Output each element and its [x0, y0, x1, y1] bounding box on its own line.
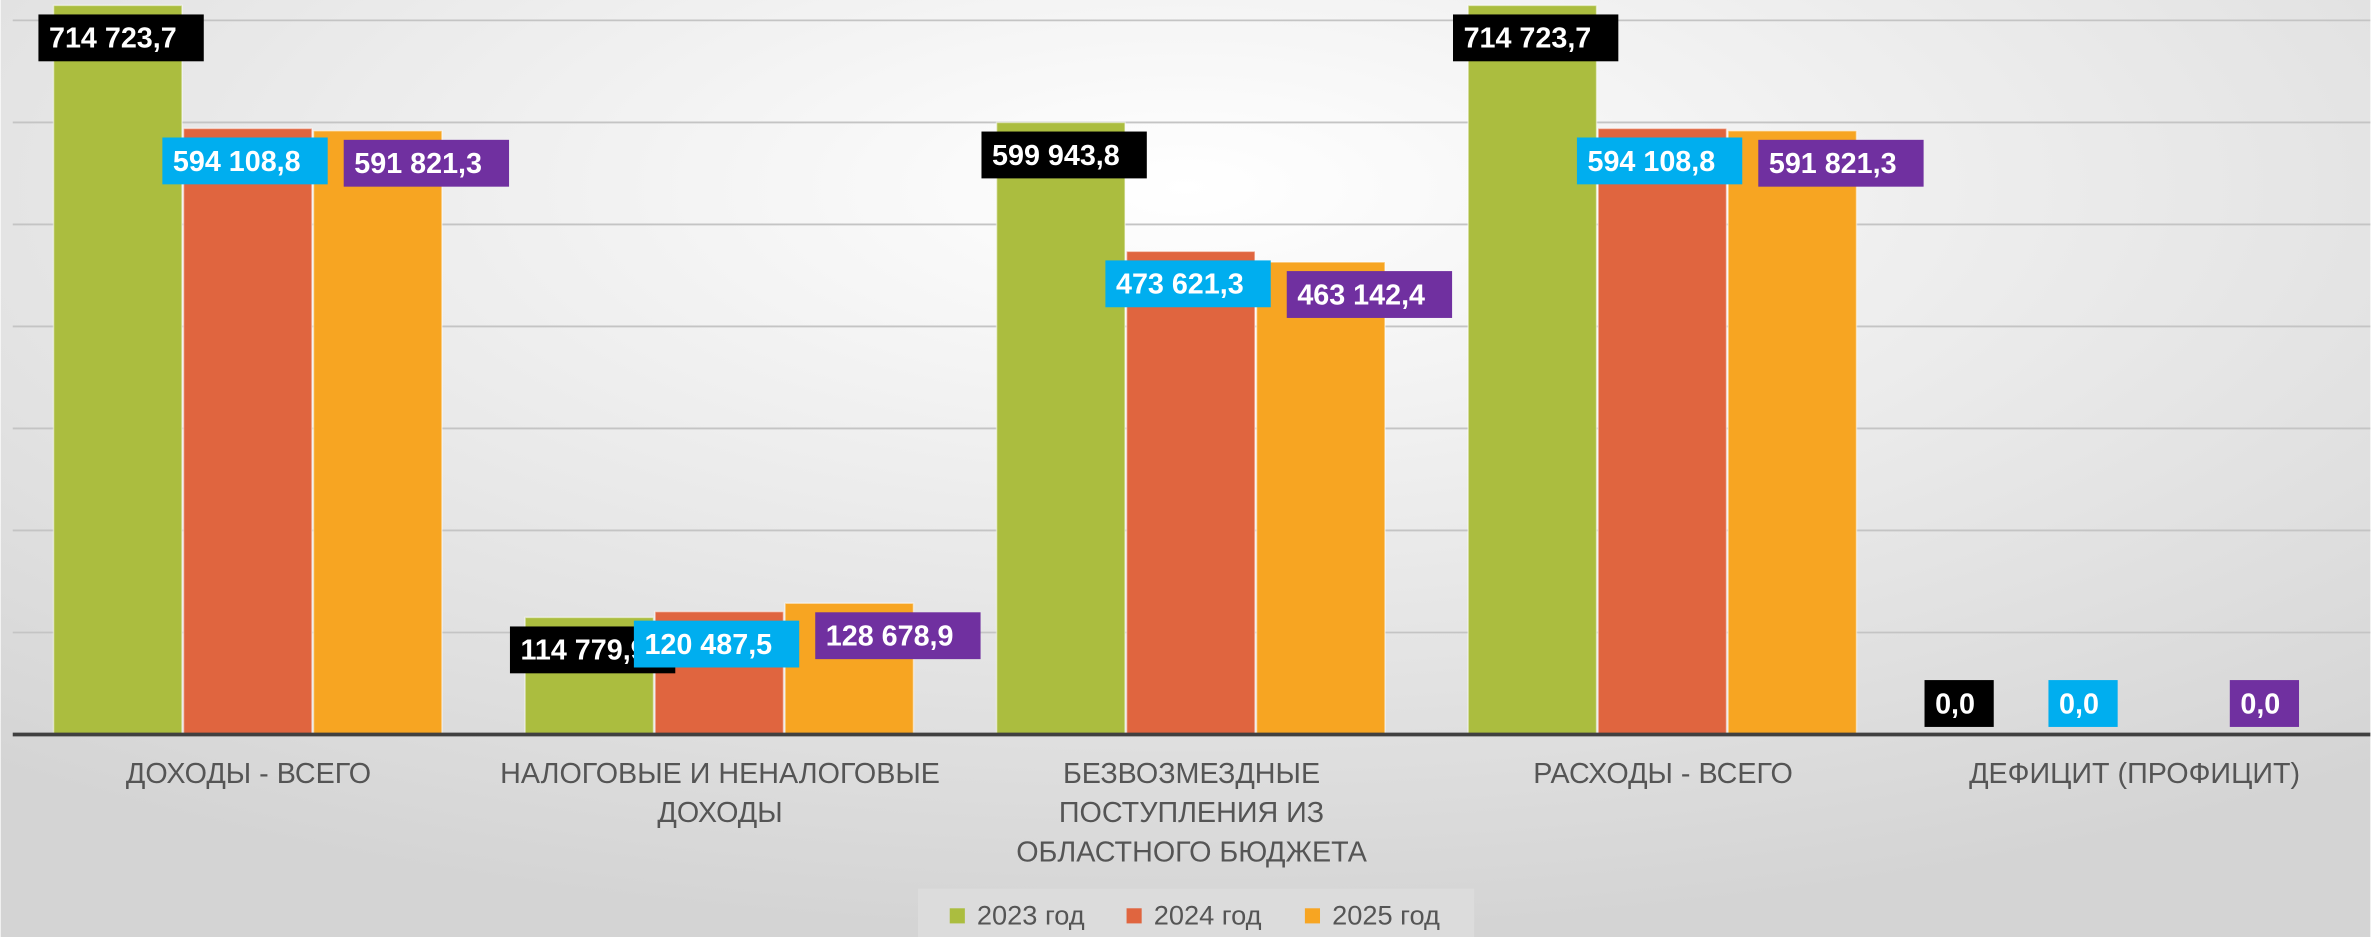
bar: [1467, 4, 1598, 736]
value-label: 120 487,5: [644, 629, 772, 661]
x-tick-label-box: ДОХОДЫ - ВСЕГО: [125, 758, 372, 791]
value-label-box: [162, 137, 328, 185]
value-label: 714 723,7: [1464, 23, 1592, 55]
value-label: 594 108,8: [173, 146, 301, 178]
legend-swatch: [949, 908, 965, 924]
value-label-box: [2229, 680, 2300, 727]
value-label: 463 142,4: [1297, 279, 1425, 311]
value-label: 714 723,7: [49, 23, 177, 55]
legend-label: 2024 год: [1154, 900, 1262, 931]
value-label: 599 943,8: [992, 140, 1120, 172]
value-label-box: [1758, 139, 1924, 187]
value-label-box: [343, 139, 510, 187]
value-label-box: [815, 612, 981, 660]
value-label-box: [1105, 260, 1271, 308]
value-label-box: [38, 14, 204, 62]
value-label: 0,0: [2059, 688, 2099, 720]
value-label: 473 621,3: [1116, 269, 1244, 301]
x-tick-label-box: БЕЗВОЗМЕЗДНЫЕ ПОСТУПЛЕНИЯ ИЗ ОБЛАСТНОГО …: [1016, 758, 1367, 869]
x-tick-label: РАСХОДЫ - ВСЕГО: [1533, 758, 1793, 791]
bar: [1727, 130, 1858, 736]
bar: [312, 130, 443, 736]
value-label-box: [1924, 680, 1994, 727]
x-tick-label: ДОХОДЫ - ВСЕГО: [125, 758, 372, 791]
legend-label: 2025 год: [1332, 900, 1440, 931]
legend-swatch: [1304, 908, 1321, 924]
bar: [1255, 261, 1386, 736]
x-tick-label-box: НАЛОГОВЫЕ И НЕНАЛОГОВЫЕ ДОХОДЫ: [500, 758, 940, 830]
legend-swatch: [1126, 908, 1142, 924]
legend-box: [918, 888, 1475, 937]
bar: [995, 121, 1126, 736]
value-label-box: [1286, 271, 1453, 318]
bar: [1125, 250, 1256, 736]
value-label: 594 108,8: [1588, 146, 1716, 178]
value-label-box: [981, 131, 1147, 179]
value-label: 591 821,3: [1769, 148, 1897, 180]
x-tick-label: НАЛОГОВЫЕ И НЕНАЛОГОВЫЕ ДОХОДЫ: [500, 758, 940, 830]
legend-label: 2023 год: [977, 900, 1085, 931]
value-label-box: [633, 620, 800, 668]
value-label: 114 779,9: [521, 635, 647, 667]
bar: [1597, 127, 1728, 736]
x-tick-label-box: РАСХОДЫ - ВСЕГО: [1533, 758, 1793, 791]
x-tick-label: ДЕФИЦИТ (ПРОФИЦИТ): [1969, 758, 2301, 791]
value-label-box: [2048, 680, 2118, 727]
value-label: 128 678,9: [826, 621, 954, 653]
value-label: 0,0: [2240, 688, 2280, 720]
value-label: 0,0: [1935, 688, 1975, 720]
x-tick-label: БЕЗВОЗМЕЗДНЫЕ ПОСТУПЛЕНИЯ ИЗ ОБЛАСТНОГО …: [1016, 758, 1367, 869]
bar: [52, 4, 183, 736]
bar: [182, 127, 313, 736]
value-label: 591 821,3: [354, 148, 482, 180]
value-label-box: [1452, 14, 1619, 62]
x-tick-label-box: ДЕФИЦИТ (ПРОФИЦИТ): [1969, 758, 2301, 791]
value-label-box: [1576, 137, 1743, 185]
